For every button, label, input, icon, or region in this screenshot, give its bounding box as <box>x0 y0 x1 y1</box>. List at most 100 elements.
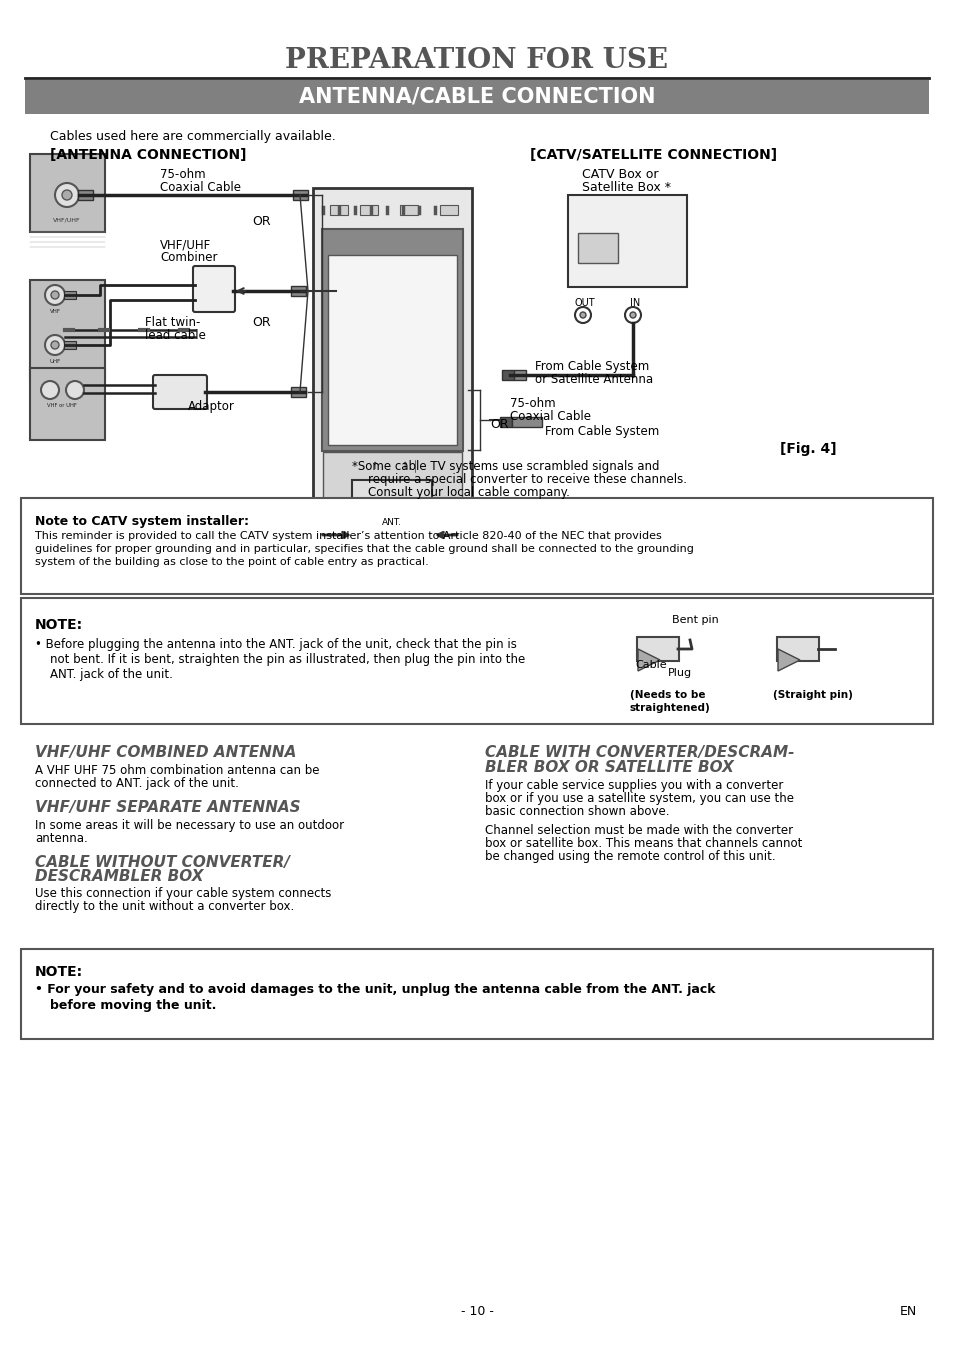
FancyBboxPatch shape <box>193 266 234 311</box>
Text: From Cable System: From Cable System <box>544 425 659 438</box>
Circle shape <box>575 307 590 324</box>
Text: Satellite Box *: Satellite Box * <box>581 181 670 194</box>
Text: Cable: Cable <box>635 661 666 670</box>
FancyBboxPatch shape <box>637 638 679 661</box>
Text: basic connection shown above.: basic connection shown above. <box>484 805 669 818</box>
Text: VHF/UHF SEPARATE ANTENNAS: VHF/UHF SEPARATE ANTENNAS <box>35 799 300 816</box>
Text: Use this connection if your cable system connects: Use this connection if your cable system… <box>35 887 331 900</box>
Text: directly to the unit without a converter box.: directly to the unit without a converter… <box>35 900 294 913</box>
Text: UHF: UHF <box>50 359 61 364</box>
Circle shape <box>377 520 406 549</box>
FancyBboxPatch shape <box>399 205 417 214</box>
Text: OR: OR <box>252 214 271 228</box>
FancyBboxPatch shape <box>291 286 306 297</box>
Text: (Needs to be: (Needs to be <box>629 690 705 700</box>
Text: OR: OR <box>490 418 508 431</box>
Text: CATV Box or: CATV Box or <box>581 168 658 181</box>
FancyBboxPatch shape <box>21 949 932 1039</box>
Text: 75-ohm: 75-ohm <box>160 168 206 181</box>
FancyBboxPatch shape <box>21 497 932 594</box>
Text: ↑: ↑ <box>371 461 378 470</box>
Text: not bent. If it is bent, straighten the pin as illustrated, then plug the pin in: not bent. If it is bent, straighten the … <box>50 652 525 666</box>
Text: A VHF UHF 75 ohm combination antenna can be: A VHF UHF 75 ohm combination antenna can… <box>35 764 319 776</box>
Circle shape <box>45 284 65 305</box>
Text: VHF/UHF: VHF/UHF <box>160 239 211 251</box>
Text: OR: OR <box>252 315 271 329</box>
Text: Coaxial Cable: Coaxial Cable <box>510 410 590 423</box>
FancyBboxPatch shape <box>30 280 105 380</box>
Text: ↑: ↑ <box>400 461 409 470</box>
Text: antenna.: antenna. <box>35 832 88 845</box>
Text: ANT.: ANT. <box>381 518 401 527</box>
Text: Coaxial Cable: Coaxial Cable <box>160 181 241 194</box>
Circle shape <box>51 291 59 299</box>
Text: DESCRAMBLER BOX: DESCRAMBLER BOX <box>35 869 203 884</box>
Text: *Some cable TV systems use scrambled signals and: *Some cable TV systems use scrambled sig… <box>352 460 659 473</box>
Text: 75-ohm: 75-ohm <box>510 398 555 410</box>
Text: box or if you use a satellite system, you can use the: box or if you use a satellite system, yo… <box>484 793 793 805</box>
Text: BLER BOX OR SATELLITE BOX: BLER BOX OR SATELLITE BOX <box>484 760 733 775</box>
Text: system of the building as close to the point of cable entry as practical.: system of the building as close to the p… <box>35 557 428 568</box>
Text: This reminder is provided to call the CATV system installer’s attention to Artic: This reminder is provided to call the CA… <box>35 531 661 541</box>
Circle shape <box>62 190 71 200</box>
FancyBboxPatch shape <box>330 205 348 214</box>
FancyBboxPatch shape <box>501 369 514 380</box>
FancyBboxPatch shape <box>78 190 92 200</box>
Text: If your cable service supplies you with a converter: If your cable service supplies you with … <box>484 779 782 793</box>
Polygon shape <box>638 648 659 671</box>
Text: NOTE:: NOTE: <box>35 965 83 979</box>
Text: Cables used here are commercially available.: Cables used here are commercially availa… <box>50 129 335 143</box>
FancyBboxPatch shape <box>25 80 928 115</box>
FancyBboxPatch shape <box>578 233 618 263</box>
Text: In some areas it will be necessary to use an outdoor: In some areas it will be necessary to us… <box>35 820 344 832</box>
Circle shape <box>629 311 636 318</box>
Text: Consult your local cable company.: Consult your local cable company. <box>368 487 569 499</box>
Text: before moving the unit.: before moving the unit. <box>50 999 216 1012</box>
FancyBboxPatch shape <box>567 195 686 287</box>
Text: (Straight pin): (Straight pin) <box>772 690 852 700</box>
Text: Combiner: Combiner <box>160 251 217 264</box>
Text: CABLE WITH CONVERTER/DESCRAM-: CABLE WITH CONVERTER/DESCRAM- <box>484 745 794 760</box>
FancyBboxPatch shape <box>328 255 456 445</box>
FancyBboxPatch shape <box>64 341 76 349</box>
Text: IN: IN <box>629 298 639 307</box>
Text: From Cable System: From Cable System <box>535 360 649 373</box>
Text: straightened): straightened) <box>629 704 710 713</box>
Circle shape <box>387 530 396 541</box>
FancyBboxPatch shape <box>21 599 932 724</box>
Circle shape <box>51 341 59 349</box>
FancyBboxPatch shape <box>152 375 207 408</box>
Text: ANT. jack of the unit.: ANT. jack of the unit. <box>50 669 172 681</box>
Text: VHF: VHF <box>50 309 60 314</box>
FancyBboxPatch shape <box>439 205 457 214</box>
Text: Channel selection must be made with the converter: Channel selection must be made with the … <box>484 824 792 837</box>
FancyBboxPatch shape <box>776 638 818 661</box>
Text: VHF or UHF: VHF or UHF <box>47 403 77 408</box>
Text: - 10 -: - 10 - <box>460 1305 493 1318</box>
Polygon shape <box>778 648 800 671</box>
Text: box or satellite box. This means that channels cannot: box or satellite box. This means that ch… <box>484 837 801 851</box>
Circle shape <box>624 307 640 324</box>
Text: connected to ANT. jack of the unit.: connected to ANT. jack of the unit. <box>35 776 238 790</box>
Text: or Satellite Antenna: or Satellite Antenna <box>535 373 653 386</box>
Text: Adaptor: Adaptor <box>188 400 234 412</box>
FancyBboxPatch shape <box>291 387 306 398</box>
Text: lead cable: lead cable <box>145 329 206 342</box>
Text: OUT: OUT <box>575 298 595 307</box>
Circle shape <box>579 311 585 318</box>
Text: ANTENNA/CABLE CONNECTION: ANTENNA/CABLE CONNECTION <box>298 88 655 106</box>
Circle shape <box>66 381 84 399</box>
Text: PREPARATION FOR USE: PREPARATION FOR USE <box>285 46 668 74</box>
Text: VHF/UHF COMBINED ANTENNA: VHF/UHF COMBINED ANTENNA <box>35 745 296 760</box>
FancyBboxPatch shape <box>30 368 105 439</box>
FancyBboxPatch shape <box>359 205 377 214</box>
Text: [CATV/SATELLITE CONNECTION]: [CATV/SATELLITE CONNECTION] <box>530 148 777 162</box>
Text: VHF/UHF: VHF/UHF <box>53 218 81 222</box>
Text: require a special converter to receive these channels.: require a special converter to receive t… <box>368 473 686 487</box>
Text: NOTE:: NOTE: <box>35 617 83 632</box>
FancyBboxPatch shape <box>64 291 76 299</box>
Text: be changed using the remote control of this unit.: be changed using the remote control of t… <box>484 851 775 863</box>
Text: • Before plugging the antenna into the ANT. jack of the unit, check that the pin: • Before plugging the antenna into the A… <box>35 638 517 651</box>
Text: Flat twin-: Flat twin- <box>145 315 200 329</box>
FancyBboxPatch shape <box>30 154 105 232</box>
